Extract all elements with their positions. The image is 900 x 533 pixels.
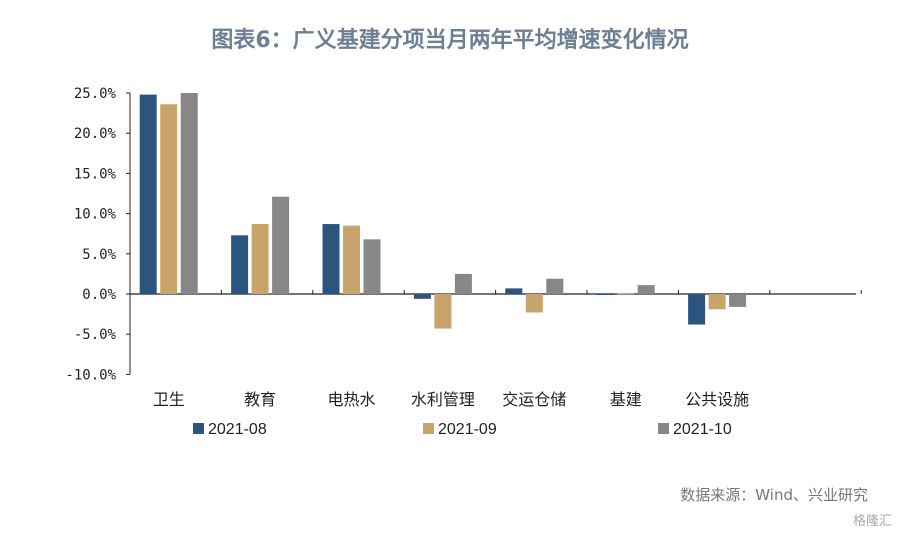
x-category-label: 交运仓储 — [502, 390, 566, 409]
bar-2021-09 — [251, 224, 269, 294]
source-note: 数据来源：Wind、兴业研究 — [680, 486, 868, 504]
bar-2021-09 — [343, 225, 360, 294]
bar-2021-09 — [617, 293, 635, 295]
bar-2021-10 — [363, 239, 381, 294]
y-tick-label: 25.0% — [74, 86, 117, 102]
y-tick-label: -5.0% — [74, 327, 117, 343]
bar-2021-10 — [454, 273, 472, 294]
x-category-label: 水利管理 — [411, 390, 475, 409]
legend-swatch — [193, 423, 204, 434]
legend-swatch — [423, 423, 434, 434]
x-category-label: 卫生 — [153, 390, 185, 409]
y-tick-label: 10.0% — [74, 207, 117, 223]
y-tick-label: 20.0% — [74, 126, 117, 142]
y-tick-label: 15.0% — [74, 166, 117, 182]
bar-2021-08 — [231, 235, 249, 294]
legend-label: 2021-08 — [208, 421, 267, 438]
bar-2021-08 — [505, 288, 523, 294]
bar-2021-10 — [729, 294, 747, 307]
bar-2021-08 — [596, 294, 614, 295]
y-tick-label: -10.0% — [65, 367, 116, 383]
x-category-label: 基建 — [610, 390, 642, 409]
bar-2021-09 — [708, 294, 726, 310]
x-category-label: 公共设施 — [685, 390, 749, 409]
bar-2021-08 — [413, 294, 431, 299]
bar-2021-08 — [688, 294, 706, 325]
y-tick-label: 5.0% — [82, 247, 116, 263]
bar-2021-09 — [160, 104, 178, 294]
bar-2021-10 — [637, 285, 655, 294]
bar-2021-10 — [546, 278, 564, 294]
bar-2021-09 — [434, 294, 452, 329]
legend-label: 2021-10 — [673, 421, 732, 438]
chart-title: 图表6：广义基建分项当月两年平均增速变化情况 — [211, 28, 689, 53]
bar-2021-08 — [322, 224, 340, 294]
bar-2021-10 — [272, 196, 290, 294]
y-tick-label: 0.0% — [82, 287, 116, 303]
bar-2021-08 — [139, 94, 157, 294]
legend-swatch — [658, 423, 669, 434]
legend-label: 2021-09 — [438, 421, 497, 438]
x-category-label: 电热水 — [327, 390, 375, 409]
bar-2021-09 — [525, 294, 543, 313]
x-category-label: 教育 — [244, 390, 276, 409]
watermark: 格隆汇 — [852, 514, 892, 529]
bar-2021-10 — [180, 93, 198, 294]
